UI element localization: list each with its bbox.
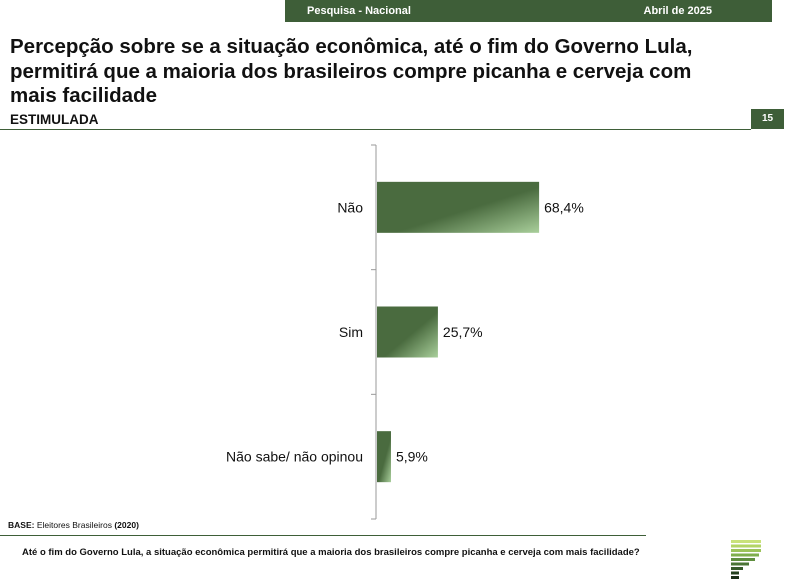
base-label: BASE: <box>8 520 35 530</box>
survey-label: Pesquisa - Nacional <box>307 5 411 17</box>
footer-divider <box>0 535 646 536</box>
page-title: Percepção sobre se a situação econômica,… <box>10 35 693 108</box>
survey-question: Até o fim do Governo Lula, a situação ec… <box>22 547 640 558</box>
category-label: Não sabe/ não opinou <box>226 449 363 465</box>
category-label: Sim <box>339 324 363 340</box>
category-label: Não <box>337 199 363 215</box>
bar <box>377 431 391 483</box>
bar <box>377 181 540 233</box>
header-band: Pesquisa - Nacional Abril de 2025 <box>285 0 772 22</box>
page-number: 15 <box>751 109 784 129</box>
base-text: Eleitores Brasileiros <box>36 520 112 530</box>
base-count: (2020) <box>114 520 139 530</box>
data-label: 5,9% <box>396 449 428 465</box>
title-divider <box>0 129 751 130</box>
base-note: BASE: Eleitores Brasileiros (2020) <box>8 520 139 530</box>
brand-logo-icon <box>731 540 761 579</box>
data-label: 25,7% <box>443 324 483 340</box>
page-subtitle: ESTIMULADA <box>10 112 99 127</box>
data-label: 68,4% <box>544 199 584 215</box>
survey-date: Abril de 2025 <box>643 5 712 17</box>
bar <box>377 306 438 358</box>
